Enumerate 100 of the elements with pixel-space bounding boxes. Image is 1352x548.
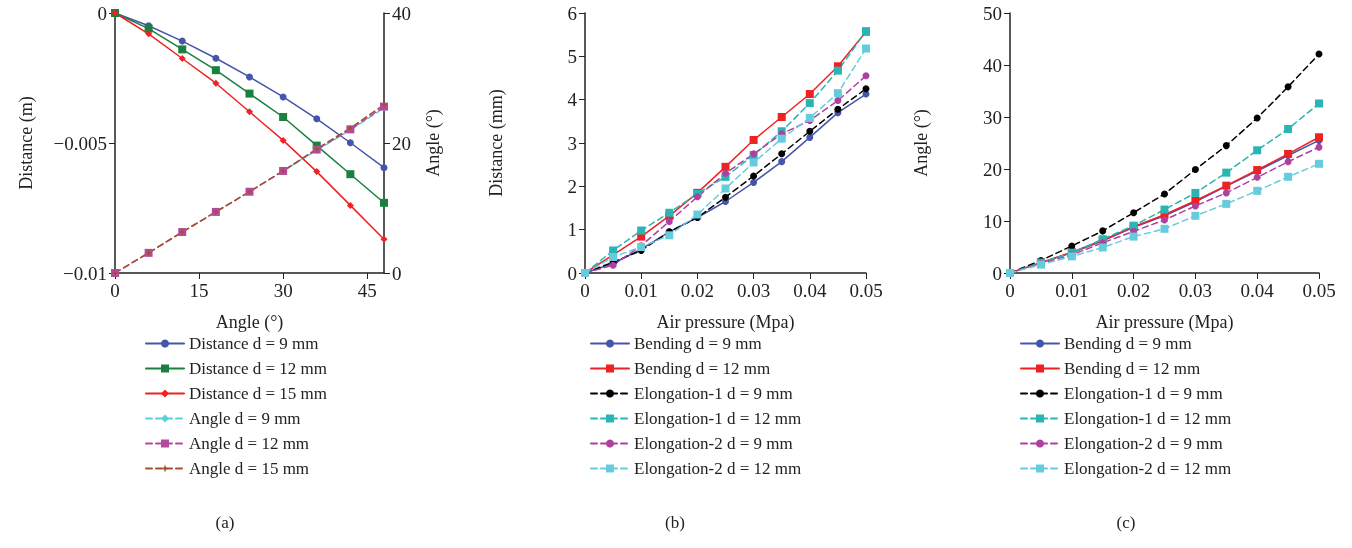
point xyxy=(346,201,354,209)
point xyxy=(1222,199,1231,208)
point xyxy=(1191,211,1200,220)
point xyxy=(279,113,288,121)
point xyxy=(665,217,673,225)
legend-label: Elongation-2 d = 9 mm xyxy=(634,434,793,453)
point xyxy=(1129,232,1138,241)
point xyxy=(1068,242,1076,250)
point xyxy=(246,73,253,81)
point xyxy=(1098,243,1107,252)
point xyxy=(1191,166,1199,174)
point xyxy=(777,113,786,121)
point xyxy=(833,89,842,98)
y-tick-label: 6 xyxy=(567,2,577,24)
point xyxy=(1160,205,1169,214)
y-tick-label: 5 xyxy=(567,45,577,67)
x-tick-label: 45 xyxy=(357,280,377,301)
x-tick-label: 0.05 xyxy=(1302,280,1336,301)
text: (c) xyxy=(1116,513,1136,532)
point xyxy=(178,45,187,54)
y-tick-label: 0 xyxy=(567,262,577,284)
point xyxy=(862,72,870,80)
legend-label: Bending d = 9 mm xyxy=(634,334,762,353)
point xyxy=(749,135,758,144)
point xyxy=(750,178,758,186)
point xyxy=(1284,158,1292,166)
point xyxy=(693,210,702,219)
point xyxy=(1161,190,1168,198)
point xyxy=(1315,99,1323,108)
point xyxy=(834,97,842,105)
y-tick-label: 0 xyxy=(992,262,1002,284)
point xyxy=(722,193,729,201)
point xyxy=(313,168,321,176)
x-tick-label: 0.02 xyxy=(680,280,715,301)
point xyxy=(1160,224,1169,233)
x-tick-label: 0.04 xyxy=(1240,280,1275,301)
point xyxy=(777,134,786,143)
x-axis-title: Air pressure (Mpa) xyxy=(656,312,795,333)
point xyxy=(778,158,786,166)
point xyxy=(1315,159,1323,168)
y-tick-label: 50 xyxy=(983,2,1002,24)
legend-label: Angle d = 9 mm xyxy=(189,409,301,428)
x-tick-label: 0.01 xyxy=(1055,280,1089,301)
point xyxy=(722,169,729,177)
legend-label: Elongation-2 d = 9 mm xyxy=(1064,434,1223,453)
legend-label: Angle d = 15 mm xyxy=(189,459,310,478)
y-tick-label: 1 xyxy=(567,219,577,241)
point xyxy=(721,162,730,171)
point xyxy=(637,226,646,235)
legend-label: Elongation-1 d = 9 mm xyxy=(1064,384,1223,403)
x-tick-label: 15 xyxy=(189,280,209,301)
point xyxy=(1253,146,1262,155)
x-tick-label: 0 xyxy=(1005,280,1015,301)
point xyxy=(145,30,153,38)
x-axis-title: Angle (°) xyxy=(215,312,284,333)
x-tick-label: 0.03 xyxy=(1178,280,1213,301)
x-axis-title: Air pressure (Mpa) xyxy=(1095,312,1234,333)
x-tick-label: 0.02 xyxy=(1116,280,1151,301)
point xyxy=(806,127,814,135)
text: (b) xyxy=(665,513,685,532)
legend-label: Elongation-1 d = 12 mm xyxy=(634,409,802,428)
legend-label: Distance d = 15 mm xyxy=(189,384,328,403)
y2-tick-label: 20 xyxy=(392,132,411,154)
x-tick-label: 0 xyxy=(580,280,590,301)
point xyxy=(1130,209,1138,217)
y-axis-title: Angle (°) xyxy=(911,109,932,177)
point xyxy=(1284,124,1293,133)
point xyxy=(1222,189,1230,197)
point xyxy=(346,170,355,179)
point xyxy=(834,105,842,113)
point xyxy=(178,37,186,45)
y-tick-label: 4 xyxy=(567,89,578,111)
point xyxy=(805,90,814,99)
point xyxy=(1222,142,1230,150)
y-axis-title: Distance (m) xyxy=(16,96,37,190)
point xyxy=(749,158,758,167)
legend-label: Elongation-2 d = 12 mm xyxy=(1064,459,1232,478)
point xyxy=(721,184,730,193)
y-tick-label: −0.01 xyxy=(63,262,107,284)
point xyxy=(380,235,388,243)
point xyxy=(212,54,220,62)
x-tick-label: 0 xyxy=(110,280,120,301)
point xyxy=(1253,173,1261,181)
x-tick-label: 0.01 xyxy=(624,280,658,301)
point xyxy=(1253,114,1261,122)
point xyxy=(380,164,388,172)
point xyxy=(1099,227,1107,235)
point xyxy=(346,139,354,147)
point xyxy=(1284,172,1293,181)
legend-label: Bending d = 12 mm xyxy=(1064,359,1201,378)
point xyxy=(1253,186,1262,195)
text: (a) xyxy=(215,513,235,532)
y-tick-label: 10 xyxy=(983,210,1002,232)
point xyxy=(778,150,786,158)
y-tick-label: 2 xyxy=(567,175,577,197)
legend-label: Elongation-1 d = 12 mm xyxy=(1064,409,1232,428)
point xyxy=(665,231,674,240)
point xyxy=(1161,216,1168,224)
legend-label: Bending d = 12 mm xyxy=(634,359,771,378)
x-tick-label: 30 xyxy=(273,280,293,301)
